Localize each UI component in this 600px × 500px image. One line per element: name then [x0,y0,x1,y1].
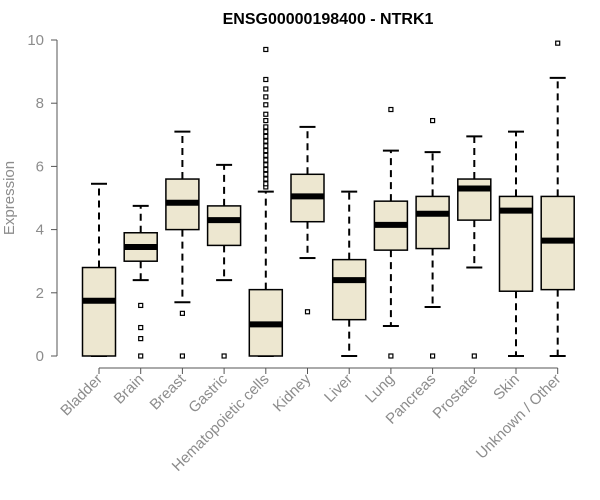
outlier-point [555,40,561,46]
chart-title: ENSG00000198400 - NTRK1 [223,11,434,28]
outlier-point [388,353,394,359]
y-tick-label: 6 [36,158,44,175]
box-group [206,163,242,359]
box-group [373,106,409,359]
outlier-point [138,353,144,359]
outlier-point [263,76,269,83]
outlier-point [430,117,436,124]
box [81,266,117,357]
y-tick-label: 4 [36,222,44,239]
y-tick-label: 10 [27,32,44,49]
outlier-point [263,162,269,168]
y-tick-label: 2 [36,285,44,302]
outlier-point [263,102,269,108]
box-group [290,125,325,315]
outlier-point [263,157,269,163]
outlier-point [263,129,269,135]
x-tick-label: Prostate [430,371,482,423]
outlier-point [221,353,227,359]
x-tick-label: Brain [111,371,148,408]
box-group [457,135,492,359]
outlier-point [263,181,269,187]
outlier-point [263,94,269,100]
x-tick-label: Liver [321,371,356,406]
outlier-point [263,171,269,177]
outlier-point [388,106,394,113]
box-group [540,40,575,357]
box-group [81,182,117,357]
outlier-point [138,336,144,342]
box-group [331,190,367,357]
box-group [123,204,158,359]
box [206,205,242,247]
outlier-point [179,353,185,359]
x-tick-label: Lung [362,371,398,407]
outlier-point [138,324,144,331]
outlier-point [263,46,269,53]
y-axis-label: Expression [1,161,18,235]
box-group [248,46,284,357]
outlier-point [263,166,269,173]
box [415,195,450,250]
outlier-point [263,86,269,92]
x-tick-label: Breast [147,370,190,413]
outlier-point [263,133,269,139]
x-tick-label: Kidney [270,370,315,415]
box [331,258,367,321]
y-axis: 0 2 4 6 8 10 [27,32,58,365]
outlier-point [263,176,269,182]
x-tick-label: Bladder [57,371,106,420]
outlier-point [263,143,269,149]
outlier-point [263,124,269,130]
x-tick-label: Skin [490,371,523,404]
box-group [415,117,450,359]
outlier-point [179,310,185,316]
box-group [165,130,200,359]
y-tick-label: 0 [36,348,44,365]
box-group [498,130,534,357]
outlier-point [471,353,477,359]
y-tick-label: 8 [36,95,44,112]
outlier-point [263,138,269,144]
outlier-point [138,302,144,309]
outlier-point [304,309,311,315]
outlier-point [263,111,269,117]
outlier-point [263,152,269,158]
outlier-point [430,353,436,359]
box [457,178,492,221]
outlier-point [263,117,269,124]
boxes [81,40,575,359]
outlier-point [263,148,269,154]
